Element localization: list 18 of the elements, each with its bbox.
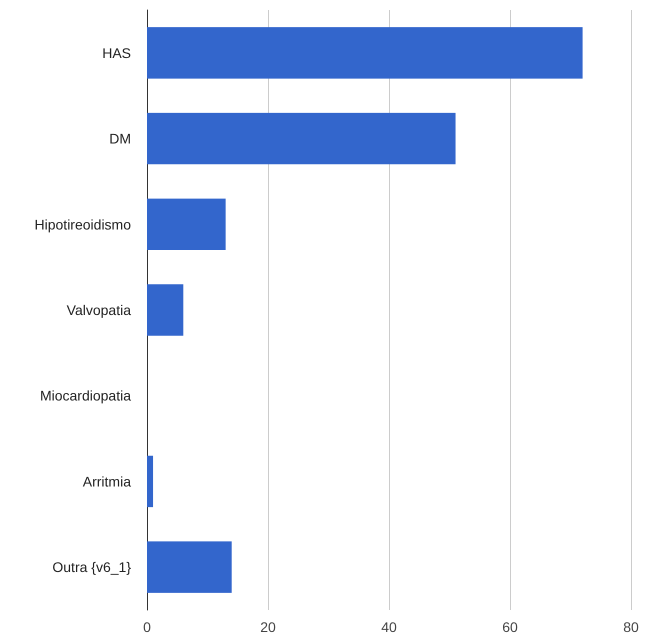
x-tick-label: 20 (260, 619, 276, 635)
y-tick-label: Hipotireoidismo (34, 216, 132, 232)
y-tick-label: Outra {v6_1} (52, 559, 132, 576)
bar (147, 541, 232, 593)
bar (147, 284, 184, 336)
y-tick-label: Valvopatia (66, 302, 132, 318)
y-tick-label: DM (109, 130, 131, 147)
x-tick-label: 80 (623, 619, 639, 635)
bar (147, 27, 583, 79)
x-tick-label: 40 (381, 619, 397, 635)
bar (147, 456, 154, 508)
bar (147, 198, 226, 250)
x-tick-label: 60 (502, 619, 518, 635)
x-tick-label: 0 (143, 619, 152, 635)
y-tick-label: Miocardiopatia (40, 388, 132, 404)
y-tick-label: Arritmia (82, 473, 132, 490)
y-tick-label: HAS (102, 44, 131, 61)
bar (147, 112, 456, 164)
